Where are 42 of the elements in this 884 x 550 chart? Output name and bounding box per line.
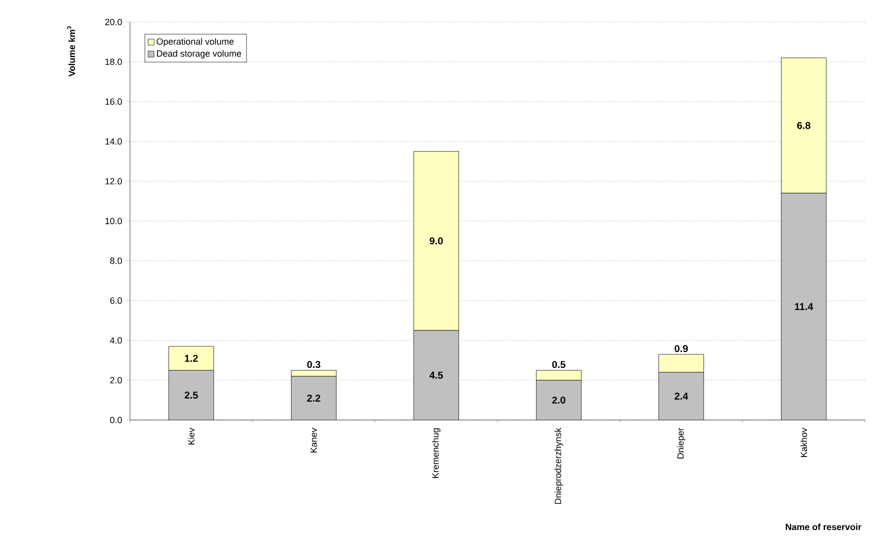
bar <box>658 354 704 372</box>
data-label: 2.5 <box>184 392 198 399</box>
y-tick-label: 4.0 <box>110 337 122 344</box>
legend-label: Dead storage volume <box>157 50 242 58</box>
data-label: 4.5 <box>429 372 443 379</box>
x-tick-label: Kremenchug <box>432 428 440 478</box>
y-tick-label: 14.0 <box>105 138 122 145</box>
y-tick-label: 6.0 <box>110 297 122 304</box>
data-label: 2.2 <box>307 394 320 402</box>
data-label: 0.3 <box>307 360 320 368</box>
data-label: 1.2 <box>184 354 198 362</box>
legend-label: Operational volume <box>156 38 234 46</box>
y-tick-label: 8.0 <box>110 258 122 264</box>
data-label: 0.9 <box>674 345 688 352</box>
y-tick-label: 16.0 <box>105 98 122 105</box>
bar <box>291 376 336 420</box>
bar <box>536 380 582 420</box>
y-tick-label: 18.0 <box>105 58 122 65</box>
data-label: 2.0 <box>552 396 566 404</box>
data-label: 2.4 <box>674 392 688 400</box>
y-tick-label: 0.0 <box>110 416 122 424</box>
x-tick-label: Kakhov <box>800 428 808 457</box>
data-label: 6.8 <box>797 122 810 129</box>
bar <box>536 370 582 380</box>
x-axis-title: Name of reservoir <box>786 524 862 530</box>
y-tick-label: 12.0 <box>105 178 122 184</box>
y-axis-title: Volume km$^{3}$ <box>66 26 76 76</box>
y-tick-label: 2.0 <box>110 377 122 384</box>
bar <box>291 370 336 376</box>
data-label: 0.5 <box>552 361 566 368</box>
bar <box>781 192 826 420</box>
bar <box>168 370 214 420</box>
y-tick-label: 20.0 <box>105 18 122 26</box>
y-tick-label: 10.0 <box>105 218 122 224</box>
x-tick-label: Dnieper <box>677 428 686 458</box>
x-tick-label: Kanev <box>310 428 317 452</box>
data-label: 9.0 <box>430 237 443 244</box>
bar <box>414 330 459 420</box>
data-label: 11.4 <box>794 303 814 310</box>
bar <box>658 372 704 420</box>
x-tick-label: Dnieprodzerzhynsk <box>554 428 563 504</box>
x-tick-label: Kiev <box>188 428 195 444</box>
